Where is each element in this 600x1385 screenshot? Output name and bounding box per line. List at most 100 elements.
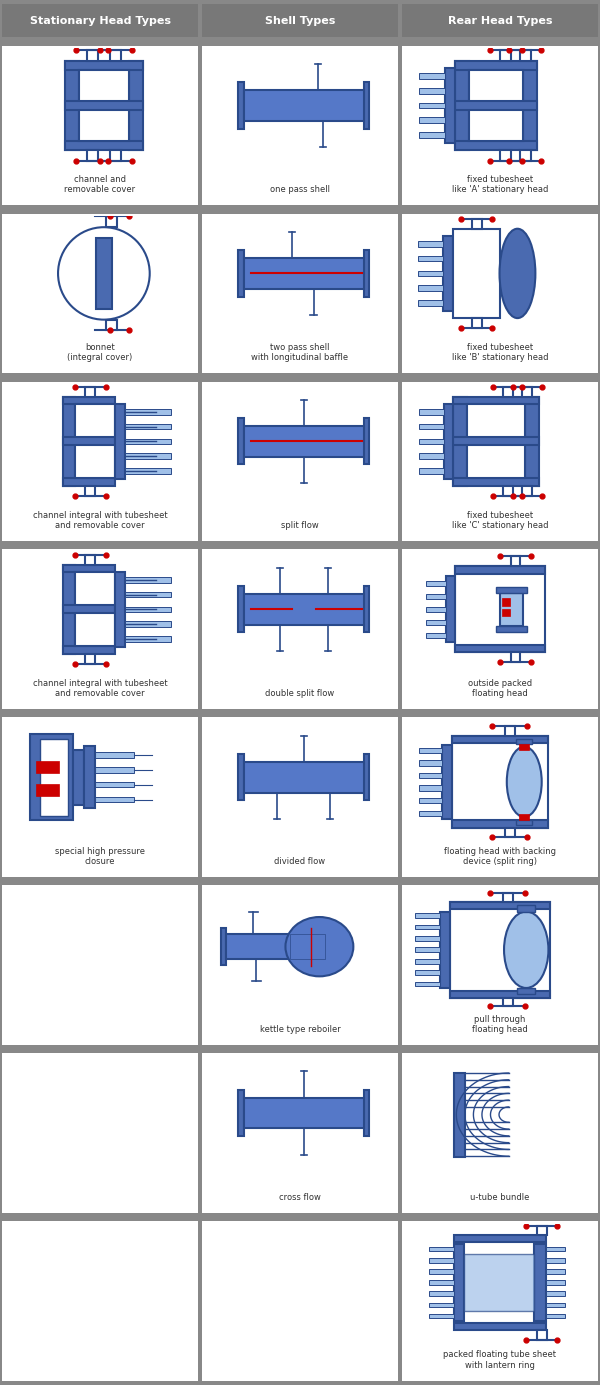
FancyBboxPatch shape [440, 911, 449, 988]
FancyBboxPatch shape [202, 213, 398, 373]
FancyBboxPatch shape [364, 82, 370, 129]
FancyBboxPatch shape [496, 587, 527, 593]
FancyBboxPatch shape [429, 1269, 454, 1274]
Text: fixed tubesheet
like 'C' stationary head: fixed tubesheet like 'C' stationary head [452, 511, 548, 530]
FancyBboxPatch shape [402, 213, 598, 373]
FancyBboxPatch shape [455, 61, 537, 71]
Text: Shell Types: Shell Types [265, 15, 335, 26]
FancyBboxPatch shape [452, 735, 548, 828]
Text: A: A [6, 119, 16, 132]
FancyBboxPatch shape [202, 1054, 398, 1213]
Text: H: H [206, 623, 216, 636]
FancyBboxPatch shape [500, 50, 511, 61]
Text: Rear Head Types: Rear Head Types [448, 15, 552, 26]
FancyBboxPatch shape [125, 591, 171, 597]
FancyBboxPatch shape [426, 619, 446, 625]
FancyBboxPatch shape [415, 913, 440, 918]
Text: S: S [406, 791, 415, 803]
FancyBboxPatch shape [523, 386, 532, 396]
Text: one pass shell: one pass shell [270, 186, 330, 194]
FancyBboxPatch shape [419, 73, 445, 79]
FancyBboxPatch shape [244, 427, 364, 457]
FancyBboxPatch shape [364, 251, 370, 296]
Text: B: B [6, 287, 15, 301]
FancyBboxPatch shape [238, 418, 244, 464]
FancyBboxPatch shape [455, 61, 469, 150]
Ellipse shape [286, 917, 353, 976]
FancyBboxPatch shape [419, 424, 444, 429]
FancyBboxPatch shape [202, 717, 398, 877]
FancyBboxPatch shape [418, 256, 443, 262]
FancyBboxPatch shape [454, 478, 539, 486]
FancyBboxPatch shape [505, 726, 515, 735]
FancyBboxPatch shape [87, 150, 98, 161]
FancyBboxPatch shape [125, 468, 171, 474]
Text: pull through
floating head: pull through floating head [472, 1015, 528, 1035]
Text: Stationary Head Types: Stationary Head Types [29, 15, 170, 26]
FancyBboxPatch shape [125, 607, 171, 612]
FancyBboxPatch shape [418, 270, 443, 276]
Text: J: J [206, 791, 211, 803]
FancyBboxPatch shape [2, 382, 198, 542]
FancyBboxPatch shape [419, 453, 444, 458]
Text: L: L [406, 119, 413, 132]
FancyBboxPatch shape [63, 647, 115, 654]
FancyBboxPatch shape [426, 633, 446, 637]
FancyBboxPatch shape [95, 783, 134, 788]
FancyBboxPatch shape [469, 71, 523, 141]
FancyBboxPatch shape [125, 578, 171, 583]
FancyBboxPatch shape [106, 320, 117, 331]
FancyBboxPatch shape [517, 906, 535, 911]
FancyBboxPatch shape [85, 386, 95, 396]
FancyBboxPatch shape [221, 928, 226, 965]
FancyBboxPatch shape [464, 1253, 534, 1312]
FancyBboxPatch shape [63, 478, 115, 486]
FancyBboxPatch shape [419, 760, 442, 766]
FancyBboxPatch shape [454, 1244, 464, 1321]
FancyBboxPatch shape [429, 1291, 454, 1296]
FancyBboxPatch shape [202, 382, 398, 542]
Text: D: D [6, 791, 16, 803]
FancyBboxPatch shape [125, 453, 171, 458]
FancyBboxPatch shape [545, 1291, 565, 1296]
Ellipse shape [504, 911, 548, 988]
FancyBboxPatch shape [472, 219, 482, 229]
FancyBboxPatch shape [429, 1246, 454, 1252]
FancyBboxPatch shape [449, 902, 550, 909]
FancyBboxPatch shape [63, 605, 115, 614]
FancyBboxPatch shape [125, 424, 171, 429]
FancyBboxPatch shape [429, 1302, 454, 1307]
Text: cross flow: cross flow [279, 1192, 321, 1202]
FancyBboxPatch shape [500, 593, 523, 626]
FancyBboxPatch shape [238, 82, 244, 129]
FancyBboxPatch shape [472, 319, 482, 328]
Text: outside packed
floating head: outside packed floating head [468, 679, 532, 698]
FancyBboxPatch shape [415, 971, 440, 975]
FancyBboxPatch shape [429, 1280, 454, 1285]
FancyBboxPatch shape [2, 4, 198, 37]
FancyBboxPatch shape [87, 50, 98, 61]
FancyBboxPatch shape [2, 213, 198, 373]
FancyBboxPatch shape [419, 409, 444, 414]
FancyBboxPatch shape [244, 258, 364, 289]
FancyBboxPatch shape [419, 748, 442, 753]
FancyBboxPatch shape [449, 990, 550, 997]
FancyBboxPatch shape [85, 554, 95, 565]
Text: F: F [206, 287, 214, 301]
FancyBboxPatch shape [534, 1244, 545, 1321]
FancyBboxPatch shape [65, 101, 143, 111]
FancyBboxPatch shape [85, 747, 95, 809]
FancyBboxPatch shape [85, 654, 95, 663]
FancyBboxPatch shape [503, 386, 512, 396]
FancyBboxPatch shape [545, 1269, 565, 1274]
Ellipse shape [500, 229, 535, 319]
FancyBboxPatch shape [125, 622, 171, 627]
FancyBboxPatch shape [520, 814, 529, 820]
FancyBboxPatch shape [402, 1222, 598, 1381]
Text: special high pressure
closure: special high pressure closure [55, 846, 145, 866]
FancyBboxPatch shape [106, 216, 117, 227]
FancyBboxPatch shape [415, 958, 440, 964]
FancyBboxPatch shape [30, 734, 73, 820]
FancyBboxPatch shape [402, 717, 598, 877]
FancyBboxPatch shape [129, 61, 143, 150]
